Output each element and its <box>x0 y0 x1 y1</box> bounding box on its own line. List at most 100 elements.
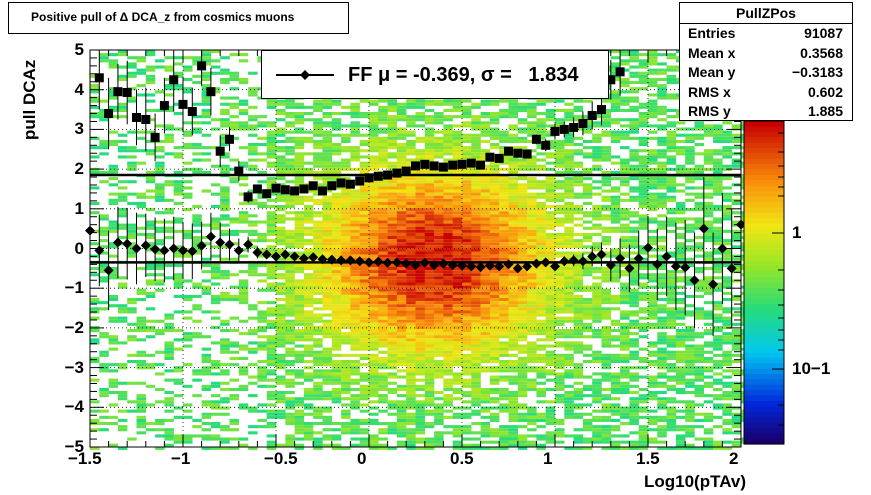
heatmap-cell <box>471 298 481 302</box>
heatmap-cell <box>424 121 435 125</box>
heatmap-cell <box>108 369 119 373</box>
heatmap-cell <box>257 288 267 292</box>
heatmap-cell <box>555 431 565 435</box>
heatmap-cell <box>415 316 425 320</box>
heatmap-cell <box>629 291 639 295</box>
heatmap-cell <box>145 294 156 298</box>
heatmap-cell <box>341 282 351 286</box>
heatmap-cell <box>592 214 602 218</box>
heatmap-cell <box>201 99 212 103</box>
heatmap-cell <box>508 363 518 367</box>
heatmap-cell <box>238 146 249 150</box>
heatmap-cell <box>387 127 398 131</box>
heatmap-cell <box>415 431 425 435</box>
heatmap-cell <box>313 177 323 181</box>
heatmap-cell <box>582 257 593 261</box>
heatmap-cell <box>545 177 556 181</box>
heatmap-cell <box>396 332 407 336</box>
heatmap-cell <box>350 223 360 227</box>
heatmap-cell <box>601 294 611 298</box>
heatmap-cell <box>555 310 565 314</box>
heatmap-cell <box>555 267 565 271</box>
heatmap-cell <box>220 192 230 196</box>
heatmap-cell <box>517 270 528 274</box>
heatmap-cell <box>489 341 500 345</box>
heatmap-cell <box>266 133 277 137</box>
heatmap-cell <box>573 242 584 246</box>
heatmap-cell <box>210 50 221 54</box>
heatmap-cell <box>499 177 509 181</box>
heatmap-cell <box>406 329 416 333</box>
heatmap-cell <box>266 285 277 289</box>
heatmap-cell <box>527 298 537 302</box>
heatmap-cell <box>229 53 239 57</box>
heatmap-cell <box>322 332 332 336</box>
heatmap-cell <box>527 251 537 255</box>
heatmap-cell <box>285 363 295 367</box>
heatmap-cell <box>210 245 221 249</box>
heatmap-cell <box>620 360 630 364</box>
heatmap-cell <box>313 211 323 215</box>
heatmap-cell <box>285 239 295 243</box>
heatmap-cell <box>313 232 323 236</box>
heatmap-cell <box>303 239 314 243</box>
heatmap-cell <box>117 282 128 286</box>
heatmap-cell <box>90 146 100 150</box>
heatmap-cell <box>276 189 286 193</box>
heatmap-cell <box>294 115 305 119</box>
heatmap-cell <box>582 344 593 348</box>
heatmap-cell <box>313 242 323 246</box>
heatmap-cell <box>555 186 565 190</box>
heatmap-cell <box>303 431 314 435</box>
heatmap-cell <box>248 90 258 94</box>
heatmap-cell <box>555 152 565 156</box>
heatmap-cell <box>564 201 574 205</box>
heatmap-cell <box>378 118 388 122</box>
heatmap-cell <box>313 288 323 292</box>
heatmap-cell <box>499 158 509 162</box>
heatmap-cell <box>638 298 649 302</box>
heatmap-cell <box>564 409 574 413</box>
heatmap-cell <box>452 428 463 432</box>
heatmap-cell <box>415 344 425 348</box>
heatmap-cell <box>396 158 407 162</box>
heatmap-cell <box>406 189 416 193</box>
heatmap-cell <box>90 74 100 78</box>
heatmap-cell <box>424 155 435 159</box>
heatmap-cell <box>508 325 518 329</box>
heatmap-cell <box>620 108 630 112</box>
heatmap-cell <box>276 139 286 143</box>
heatmap-cell <box>536 360 546 364</box>
heatmap-cell <box>527 236 537 240</box>
heatmap-cell <box>573 192 584 196</box>
heatmap-cell <box>369 422 379 426</box>
heatmap-cell <box>406 394 416 398</box>
heatmap-cell <box>610 372 621 376</box>
heatmap-cell <box>117 77 128 81</box>
heatmap-cell <box>406 152 416 156</box>
heatmap-cell <box>136 201 146 205</box>
heatmap-cell <box>536 236 546 240</box>
heatmap-cell <box>350 288 360 292</box>
heatmap-cell <box>303 189 314 193</box>
heatmap-cell <box>452 239 463 243</box>
heatmap-cell <box>276 254 286 258</box>
heatmap-cell <box>582 251 593 255</box>
heatmap-cell <box>201 347 212 351</box>
heatmap-cell <box>378 232 388 236</box>
heatmap-cell <box>378 242 388 246</box>
heatmap-cell <box>424 422 435 426</box>
heatmap-cell <box>229 217 239 221</box>
heatmap-cell <box>108 294 119 298</box>
heatmap-cell <box>499 363 509 367</box>
heatmap-cell <box>164 139 174 143</box>
heatmap-cell <box>90 229 100 233</box>
heatmap-cell <box>341 353 351 357</box>
heatmap-cell <box>90 186 100 190</box>
heatmap-cell <box>424 217 435 221</box>
heatmap-cell <box>359 285 370 289</box>
heatmap-cell <box>145 130 156 134</box>
heatmap-cell <box>322 282 332 286</box>
heatmap-cell <box>536 217 546 221</box>
heatmap-cell <box>620 81 630 85</box>
